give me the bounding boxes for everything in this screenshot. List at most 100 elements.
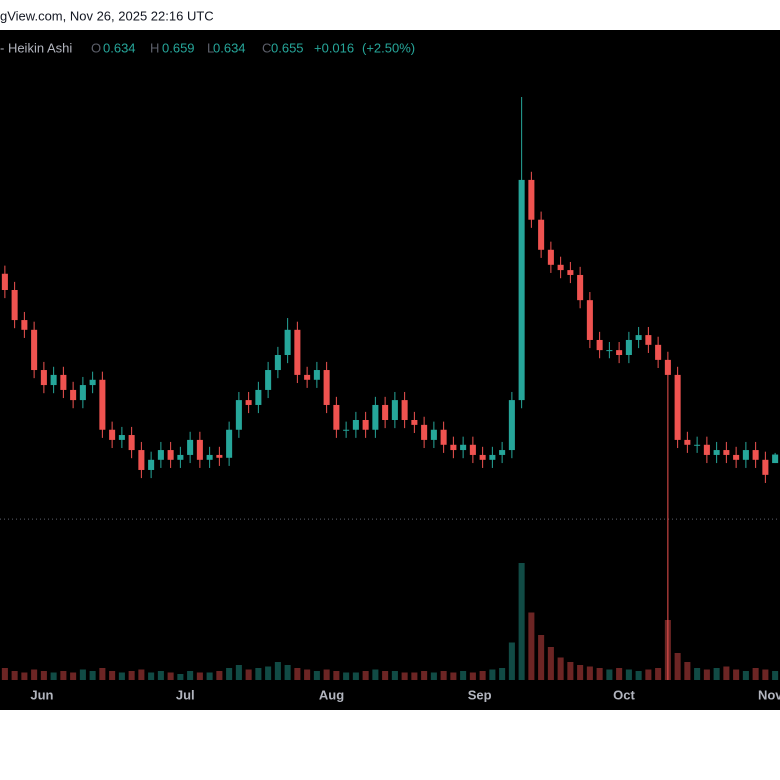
ohlc-label: H: [150, 40, 159, 55]
volume-bar: [479, 671, 486, 680]
candle-body: [148, 459, 155, 470]
volume-bar: [528, 612, 535, 680]
candle-body: [284, 329, 291, 355]
volume-bar: [508, 642, 515, 680]
volume-bar: [138, 669, 145, 680]
candle-body: [167, 450, 174, 460]
volume-bar: [118, 672, 125, 680]
volume-bar: [79, 669, 86, 680]
candle-body: [216, 454, 223, 458]
volume-bar: [343, 672, 350, 680]
candle-body: [99, 379, 106, 430]
candle-body: [557, 264, 564, 271]
volume-bar: [187, 671, 194, 680]
volume-bar: [265, 666, 272, 680]
volume-bar: [538, 635, 545, 680]
ohlc-label: C: [262, 40, 271, 55]
volume-bar: [372, 669, 379, 680]
volume-bar: [577, 665, 584, 680]
candle-body: [577, 274, 584, 301]
volume-bar: [547, 647, 554, 680]
volume-bar: [216, 671, 223, 680]
candle-body: [177, 454, 184, 460]
x-tick-label: Jul: [176, 687, 195, 702]
candle-body: [333, 404, 340, 430]
plot-area: [0, 30, 780, 710]
candle-body: [742, 450, 749, 460]
volume-bar: [382, 671, 389, 680]
volume-bar: [284, 665, 291, 680]
ohlc-label: O: [91, 40, 101, 55]
volume-bar: [148, 672, 155, 680]
volume-bar: [352, 672, 359, 680]
volume-bar: [694, 668, 701, 680]
candle-body: [226, 429, 233, 458]
volume-bar: [109, 671, 116, 680]
volume-bar: [489, 669, 496, 680]
candle-body: [596, 339, 603, 351]
volume-bar: [469, 672, 476, 680]
volume-bar: [391, 671, 398, 680]
volume-bar: [401, 672, 408, 680]
candle-body: [547, 249, 554, 265]
candle-body: [196, 439, 203, 460]
volume-bar: [235, 665, 242, 680]
candle-body: [40, 370, 47, 386]
volume-bar: [733, 669, 740, 680]
candle-body: [479, 454, 486, 460]
candle-body: [499, 450, 506, 455]
candle-body: [265, 370, 272, 390]
volume-bar: [596, 668, 603, 680]
ohlc-value: 0.659: [162, 40, 195, 55]
candle-body: [1, 273, 8, 290]
volume-bar: [567, 662, 574, 680]
candle-body: [274, 355, 281, 371]
candle-body: [70, 389, 77, 401]
candle-body: [567, 270, 574, 275]
candle-body: [187, 439, 194, 455]
volume-bar: [167, 672, 174, 680]
volume-bar: [294, 668, 301, 680]
candle-body: [528, 179, 535, 220]
volume-bar: [50, 672, 57, 680]
volume-bar: [421, 671, 428, 680]
volume-bar: [762, 669, 769, 680]
candle-body: [11, 290, 18, 321]
volume-bar: [196, 672, 203, 680]
candle-body: [50, 374, 57, 386]
candle-body: [421, 424, 428, 440]
candle-body: [323, 370, 330, 405]
candle-body: [391, 400, 398, 420]
volume-bar: [684, 662, 691, 680]
candle-body: [206, 454, 213, 460]
candle-body: [772, 454, 779, 464]
candle-body: [752, 450, 759, 460]
volume-bar: [655, 668, 662, 680]
volume-bar: [40, 671, 47, 680]
candle-body: [89, 379, 96, 386]
ohlc-value: 0.634: [213, 40, 246, 55]
candle-body: [664, 359, 671, 375]
candle-body: [21, 320, 28, 330]
candle-body: [518, 179, 525, 401]
candle-body: [128, 435, 135, 451]
volume-bar: [772, 671, 779, 680]
candle-body: [411, 420, 418, 425]
candle-body: [245, 400, 252, 405]
x-tick-label: Sep: [468, 687, 492, 702]
volume-bar: [245, 669, 252, 680]
candle-body: [304, 374, 311, 380]
volume-bar: [635, 671, 642, 680]
candle-body: [489, 454, 496, 460]
volume-bar: [128, 671, 135, 680]
volume-bar: [430, 672, 437, 680]
candle-body: [694, 444, 701, 446]
volume-bar: [616, 668, 623, 680]
volume-bar: [606, 669, 613, 680]
volume-bar: [752, 668, 759, 680]
volume-bar: [255, 668, 262, 680]
candle-body: [430, 429, 437, 440]
series-name: - Heikin Ashi: [0, 40, 72, 55]
candle-body: [31, 329, 38, 371]
